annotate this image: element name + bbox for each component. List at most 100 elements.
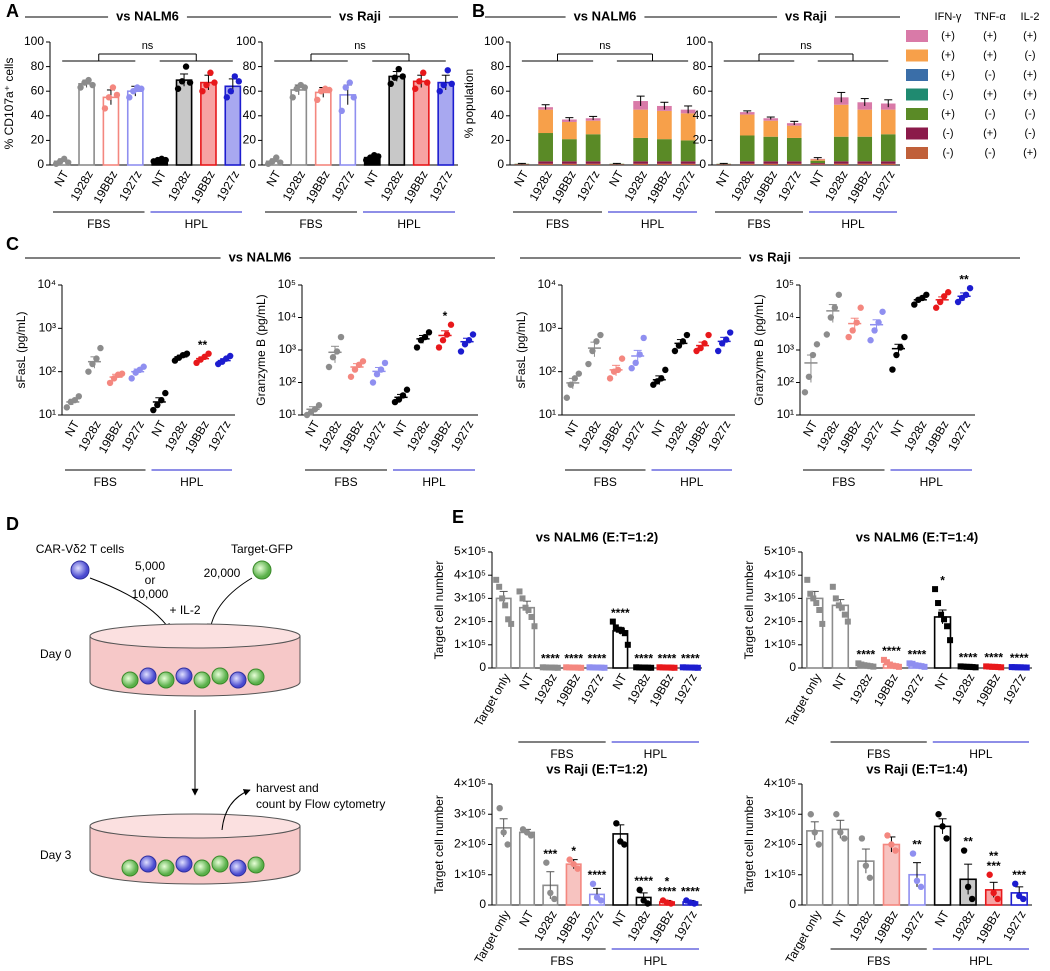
y-tick-label: 20 — [491, 133, 505, 147]
point — [968, 895, 976, 903]
bar-segment — [633, 109, 648, 138]
point — [412, 85, 419, 92]
y-tick-label: 10² — [539, 364, 556, 378]
point — [811, 829, 818, 836]
significance: **** — [857, 648, 876, 662]
point — [85, 76, 92, 84]
y-tick-label: 40 — [31, 108, 45, 122]
x-tick-label: 1927z — [119, 418, 147, 453]
point — [801, 389, 809, 396]
additive: + IL-2 — [169, 603, 200, 617]
significance: ** — [198, 338, 208, 352]
y-tick-label: 40 — [243, 108, 257, 122]
y-tick-label: 2×10⁵ — [764, 837, 796, 851]
point — [211, 79, 218, 86]
y-tick-label: 0 — [789, 660, 796, 674]
point — [964, 883, 972, 891]
y-tick-label: 80 — [31, 59, 45, 73]
point — [416, 78, 423, 85]
group-label: FBS — [299, 217, 322, 231]
x-tick-label: 1927z — [671, 908, 699, 943]
x-tick-label: Target only — [783, 671, 824, 729]
point — [994, 895, 1001, 903]
x-tick-label: 1927z — [945, 418, 973, 453]
bar-segment — [786, 161, 802, 164]
point — [589, 880, 597, 888]
point — [493, 576, 500, 583]
point — [315, 402, 323, 409]
point — [879, 308, 886, 315]
group-label: FBS — [832, 475, 855, 489]
bar — [495, 597, 512, 669]
point — [923, 291, 930, 298]
significance: * — [443, 309, 448, 323]
x-tick-label: NT — [610, 908, 630, 929]
x-tick-label: 19BBz — [844, 168, 874, 206]
bar-segment — [810, 164, 826, 165]
y-tick-label: 60 — [31, 83, 45, 97]
panel-letter: A — [6, 1, 19, 21]
y-axis-label: Granzyme B (pg/mL) — [752, 294, 766, 405]
point — [106, 379, 114, 387]
significance: * — [940, 573, 945, 587]
point — [563, 394, 571, 401]
significance: **** — [1010, 651, 1029, 665]
x-tick-label: NT — [516, 908, 536, 929]
x-tick-label: 1927z — [1000, 908, 1028, 943]
point — [867, 337, 874, 344]
bar-segment — [633, 137, 648, 162]
point — [113, 91, 121, 99]
point — [628, 365, 635, 372]
effector-label: CAR-Vδ2 T cells — [36, 542, 124, 556]
point — [870, 663, 877, 670]
point — [807, 811, 814, 818]
point — [597, 897, 605, 904]
point — [448, 80, 455, 88]
x-tick-label: NT — [830, 908, 850, 929]
group-label: FBS — [867, 747, 890, 761]
legend-label: (+) — [941, 49, 955, 61]
bar-segment — [857, 109, 873, 137]
bar-segment — [657, 110, 672, 140]
significance: **** — [959, 651, 978, 665]
y-tick-label: 100 — [484, 34, 504, 48]
y-tick-label: 100 — [686, 34, 706, 48]
y-axis-label: sFasL (pg/mL) — [514, 312, 528, 389]
y-tick-label: 10² — [39, 364, 56, 378]
bar-segment — [562, 121, 577, 140]
legend-label: (-) — [1025, 108, 1036, 120]
point — [939, 823, 946, 830]
point — [350, 94, 357, 101]
point — [444, 67, 451, 74]
x-tick-label: 1927z — [898, 671, 926, 706]
group-label: HPL — [969, 747, 993, 761]
point — [570, 860, 577, 868]
y-axis-label: Granzyme B (pg/mL) — [254, 294, 268, 405]
point — [838, 604, 845, 611]
point — [862, 862, 870, 869]
bar-segment — [786, 125, 802, 138]
point — [150, 406, 157, 414]
y-tick-label: 40 — [491, 108, 505, 122]
y-tick-label: 80 — [491, 59, 505, 73]
point — [457, 348, 465, 355]
y-tick-label: 10⁴ — [537, 277, 556, 291]
bar — [388, 75, 406, 166]
point — [75, 393, 83, 400]
point — [207, 69, 214, 76]
point — [835, 291, 843, 298]
bar-segment — [857, 136, 873, 162]
significance: **** — [564, 651, 583, 665]
y-tick-label: 10¹ — [539, 407, 556, 421]
significance: **** — [634, 874, 653, 888]
x-tick-label: 19BBz — [647, 908, 677, 946]
point — [543, 859, 550, 866]
point — [644, 900, 651, 907]
point — [691, 900, 698, 907]
x-tick-label: 1927z — [578, 908, 606, 943]
x-tick-label: 1927z — [329, 168, 357, 203]
y-tick-label: 10¹ — [39, 407, 56, 421]
x-tick-label: 1927z — [898, 908, 926, 943]
